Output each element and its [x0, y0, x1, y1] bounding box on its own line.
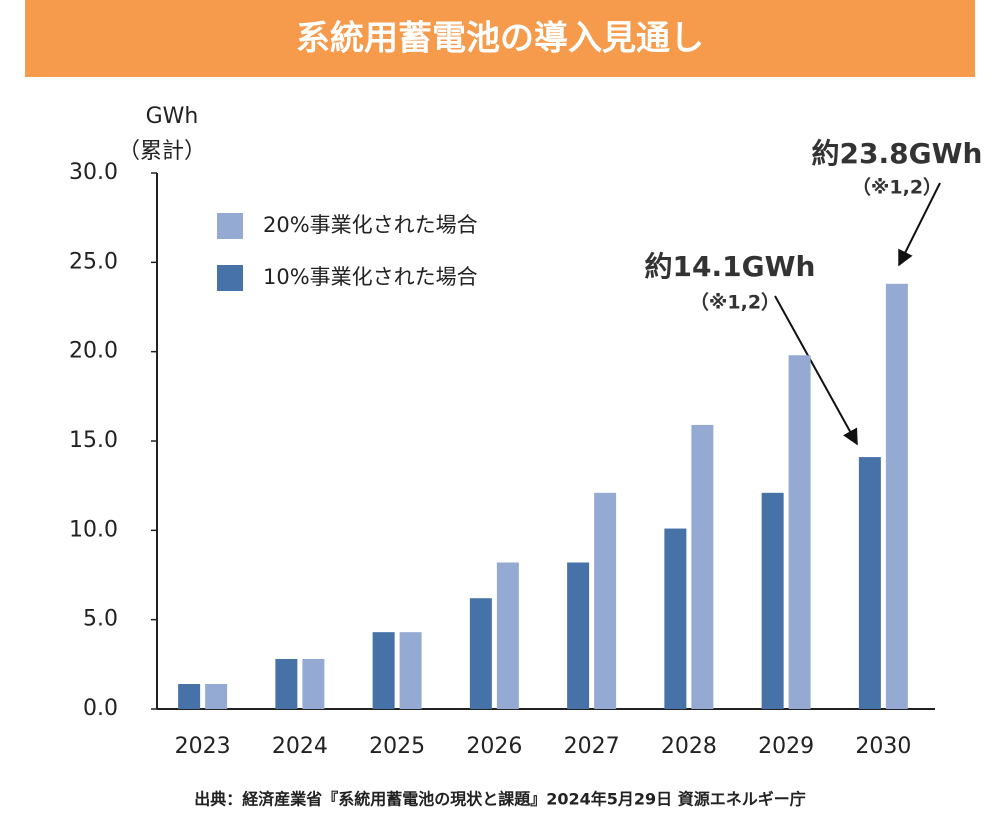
bar	[858, 457, 881, 709]
x-tick-label: 2027	[564, 734, 620, 759]
bar	[205, 683, 228, 709]
bar	[496, 562, 519, 709]
bar	[664, 528, 687, 709]
source-note: 出典：経済産業省『系統用蓄電池の現状と課題』2024年5月29日 資源エネルギー…	[194, 790, 806, 809]
x-tick-label: 2024	[272, 734, 328, 759]
annotation-arrow	[774, 295, 858, 446]
annotation-note: （※1,2）	[690, 291, 780, 314]
legend-swatch	[217, 213, 243, 239]
bar	[178, 683, 201, 709]
annotation-arrow	[898, 182, 941, 267]
bar	[275, 658, 298, 709]
y-tick-label: 0.0	[83, 696, 118, 721]
bar	[594, 492, 617, 709]
bar	[469, 598, 492, 709]
y-tick-label: 30.0	[69, 160, 118, 185]
x-tick-label: 2028	[661, 734, 717, 759]
legend-label: 20%事業化された場合	[263, 213, 478, 237]
bar	[372, 632, 395, 709]
x-tick-label: 2025	[369, 734, 425, 759]
y-axis-unit: GWh	[146, 104, 199, 129]
y-tick-label: 10.0	[69, 517, 118, 542]
annotation: 約14.1GWh	[645, 250, 816, 283]
bar	[885, 283, 908, 709]
bar	[691, 424, 714, 709]
y-tick-label: 5.0	[83, 607, 118, 632]
bar	[302, 658, 325, 709]
legend-label: 10%事業化された場合	[263, 265, 478, 289]
y-tick-label: 20.0	[69, 339, 118, 364]
annotation-note: （※1,2）	[852, 176, 942, 199]
y-tick-label: 25.0	[69, 249, 118, 274]
annotation: 約23.8GWh	[812, 137, 983, 170]
legend-swatch	[217, 265, 243, 291]
bar	[788, 355, 811, 709]
bar	[399, 632, 422, 709]
bar	[567, 562, 590, 709]
x-tick-label: 2030	[855, 734, 911, 759]
bar	[761, 492, 784, 709]
chart-title: 系統用蓄電池の導入見通し	[296, 19, 704, 59]
y-axis-unit-note: （累計）	[118, 139, 206, 164]
x-tick-label: 2023	[175, 734, 231, 759]
y-tick-label: 15.0	[69, 428, 118, 453]
title-banner	[25, 0, 975, 77]
x-tick-label: 2029	[758, 734, 814, 759]
x-tick-label: 2026	[466, 734, 522, 759]
